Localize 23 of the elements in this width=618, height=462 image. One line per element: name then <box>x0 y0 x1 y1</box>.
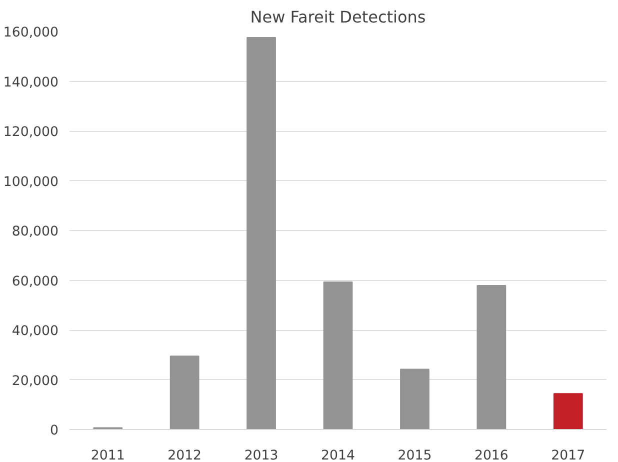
y-tick-label: 160,000 <box>3 26 59 40</box>
x-tick-label: 2016 <box>474 448 508 462</box>
y-tick-label: 0 <box>50 424 59 438</box>
bar <box>323 281 353 430</box>
bar <box>246 36 276 430</box>
y-tick-label: 60,000 <box>12 274 59 290</box>
bar <box>553 393 583 430</box>
x-tick-label: 2013 <box>244 448 278 462</box>
y-tick-label: 120,000 <box>3 125 59 140</box>
x-tick-label: 2017 <box>551 448 586 462</box>
y-tick-label: 100,000 <box>3 174 59 190</box>
y-tick-label: 140,000 <box>3 75 59 90</box>
y-tick-label: 80,000 <box>12 224 59 240</box>
chart-title: New Fareit Detections <box>250 8 426 26</box>
bar <box>170 356 200 430</box>
x-tick-label: 2015 <box>398 448 432 462</box>
bar <box>476 284 506 430</box>
x-tick-label: 2011 <box>90 448 125 462</box>
y-tick-label: 40,000 <box>12 324 59 339</box>
y-tick-label: 20,000 <box>12 374 59 389</box>
x-tick-label: 2014 <box>321 448 355 462</box>
bar <box>400 368 430 430</box>
x-tick-label: 2012 <box>168 448 202 462</box>
